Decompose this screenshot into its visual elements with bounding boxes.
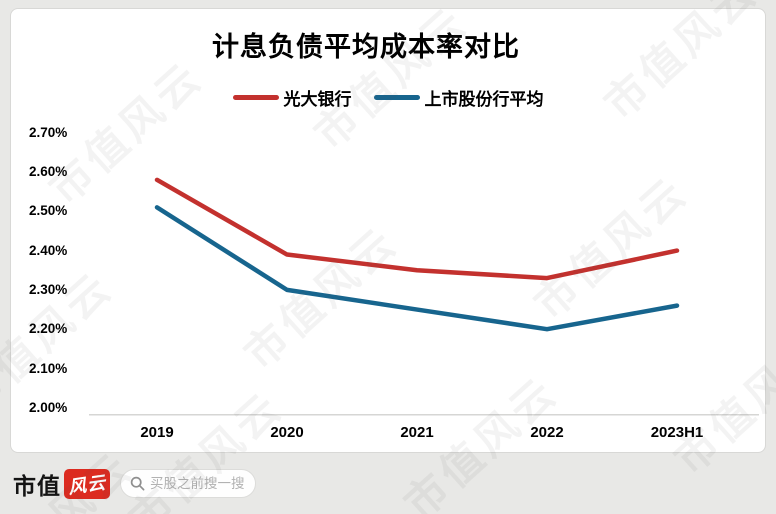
footer-bar: 市值 风云	[0, 453, 776, 514]
x-tick-label: 2022	[530, 423, 564, 441]
y-tick-label: 2.40%	[29, 242, 68, 258]
x-tick-label: 2023H1	[650, 423, 704, 441]
search-icon	[130, 476, 145, 491]
x-tick-label: 2021	[400, 423, 434, 441]
line-chart-canvas	[89, 177, 759, 416]
y-tick-label: 2.10%	[29, 360, 68, 376]
y-tick-label: 2.20%	[29, 321, 68, 337]
chart-legend: 光大银行 上市股份行平均	[11, 85, 765, 110]
chart-title: 计息负债平均成本率对比	[212, 32, 520, 62]
shizhifengyun-logo[interactable]: 市值 风云	[13, 467, 110, 501]
y-tick-label: 2.30%	[29, 281, 68, 297]
plot-area: 2.70% 2.60% 2.50% 2.40% 2.30% 2.20% 2.10% 2.00%…	[11, 9, 767, 454]
legend-label: 光大银行	[283, 90, 352, 109]
logo-badge: 风云	[64, 468, 110, 499]
y-tick-label: 2.70%	[29, 124, 68, 140]
x-tick-label: 2019	[140, 423, 174, 441]
legend-swatch-blue-line	[373, 95, 420, 100]
line-series-0	[154, 177, 680, 281]
chart-card: 计息负债平均成本率对比 光大银行 上市股份行平均 2.70% 2.60% 2.50%…	[10, 8, 766, 453]
y-tick-label: 2.00%	[29, 399, 68, 415]
legend-item-everbright-bank: 光大银行	[232, 85, 352, 110]
search-bar[interactable]	[120, 469, 256, 498]
legend-swatch-red-line	[232, 95, 279, 100]
legend-label: 上市股份行平均	[424, 90, 544, 109]
search-input[interactable]	[150, 476, 250, 491]
y-tick-label: 2.50%	[29, 203, 68, 219]
line-series-1	[154, 205, 680, 332]
legend-item-listed-banks-average: 上市股份行平均	[373, 85, 544, 110]
y-tick-label: 2.60%	[29, 164, 68, 179]
x-tick-label: 2020	[270, 423, 304, 441]
logo-badge-text: 风云	[66, 471, 108, 498]
logo-text: 市值	[13, 472, 61, 499]
